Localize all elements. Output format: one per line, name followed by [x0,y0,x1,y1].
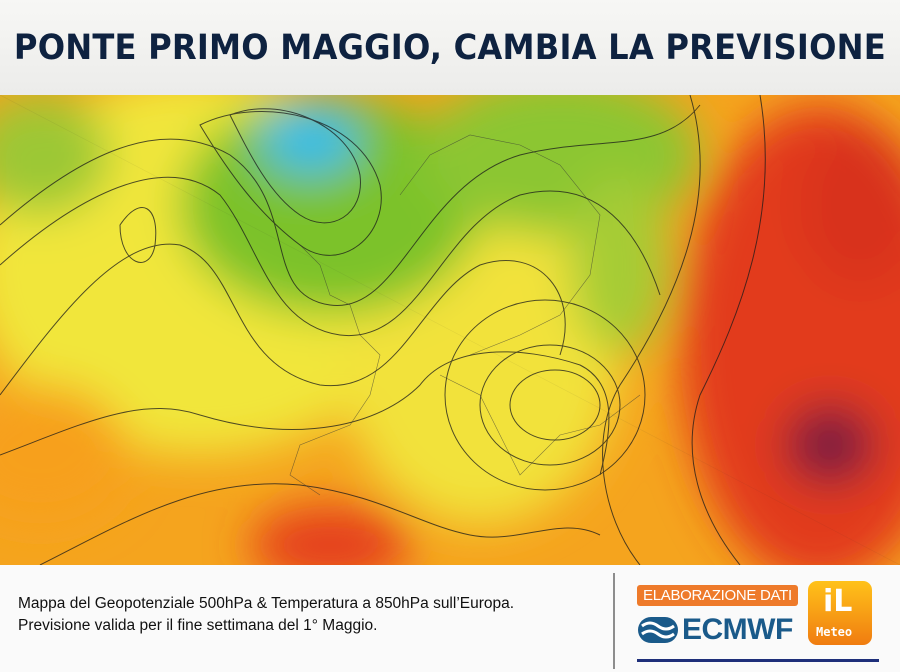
caption-line-2: Previsione valida per il fine settimana … [18,617,378,634]
weather-map [0,95,900,565]
caption-line-1: Mappa del Geopotenziale 500hPa & Tempera… [18,595,515,612]
divider [613,573,615,669]
title-banner: PONTE PRIMO MAGGIO, CAMBIA LA PREVISIONE [0,0,900,95]
coastlines [0,95,900,565]
geopotential-temperature-map [0,95,900,565]
cool-area [180,95,480,315]
very-hot-area [785,405,875,485]
ecmwf-logo: ECMWF [638,613,793,647]
ecmwf-text: ECMWF [682,613,793,646]
footer: Mappa del Geopotenziale 500hPa & Tempera… [0,565,900,672]
map-caption: Mappa del Geopotenziale 500hPa & Tempera… [18,593,514,637]
elaborazione-dati-label: ELABORAZIONE DATI [637,585,798,606]
cold-area [260,105,360,175]
ecmwf-waves-icon [638,617,678,643]
geopotential-contours [0,95,766,565]
ilmeteo-logo: iL Meteo [808,581,872,645]
brand-underline [637,659,879,662]
page-title: PONTE PRIMO MAGGIO, CAMBIA LA PREVISIONE [13,27,887,68]
